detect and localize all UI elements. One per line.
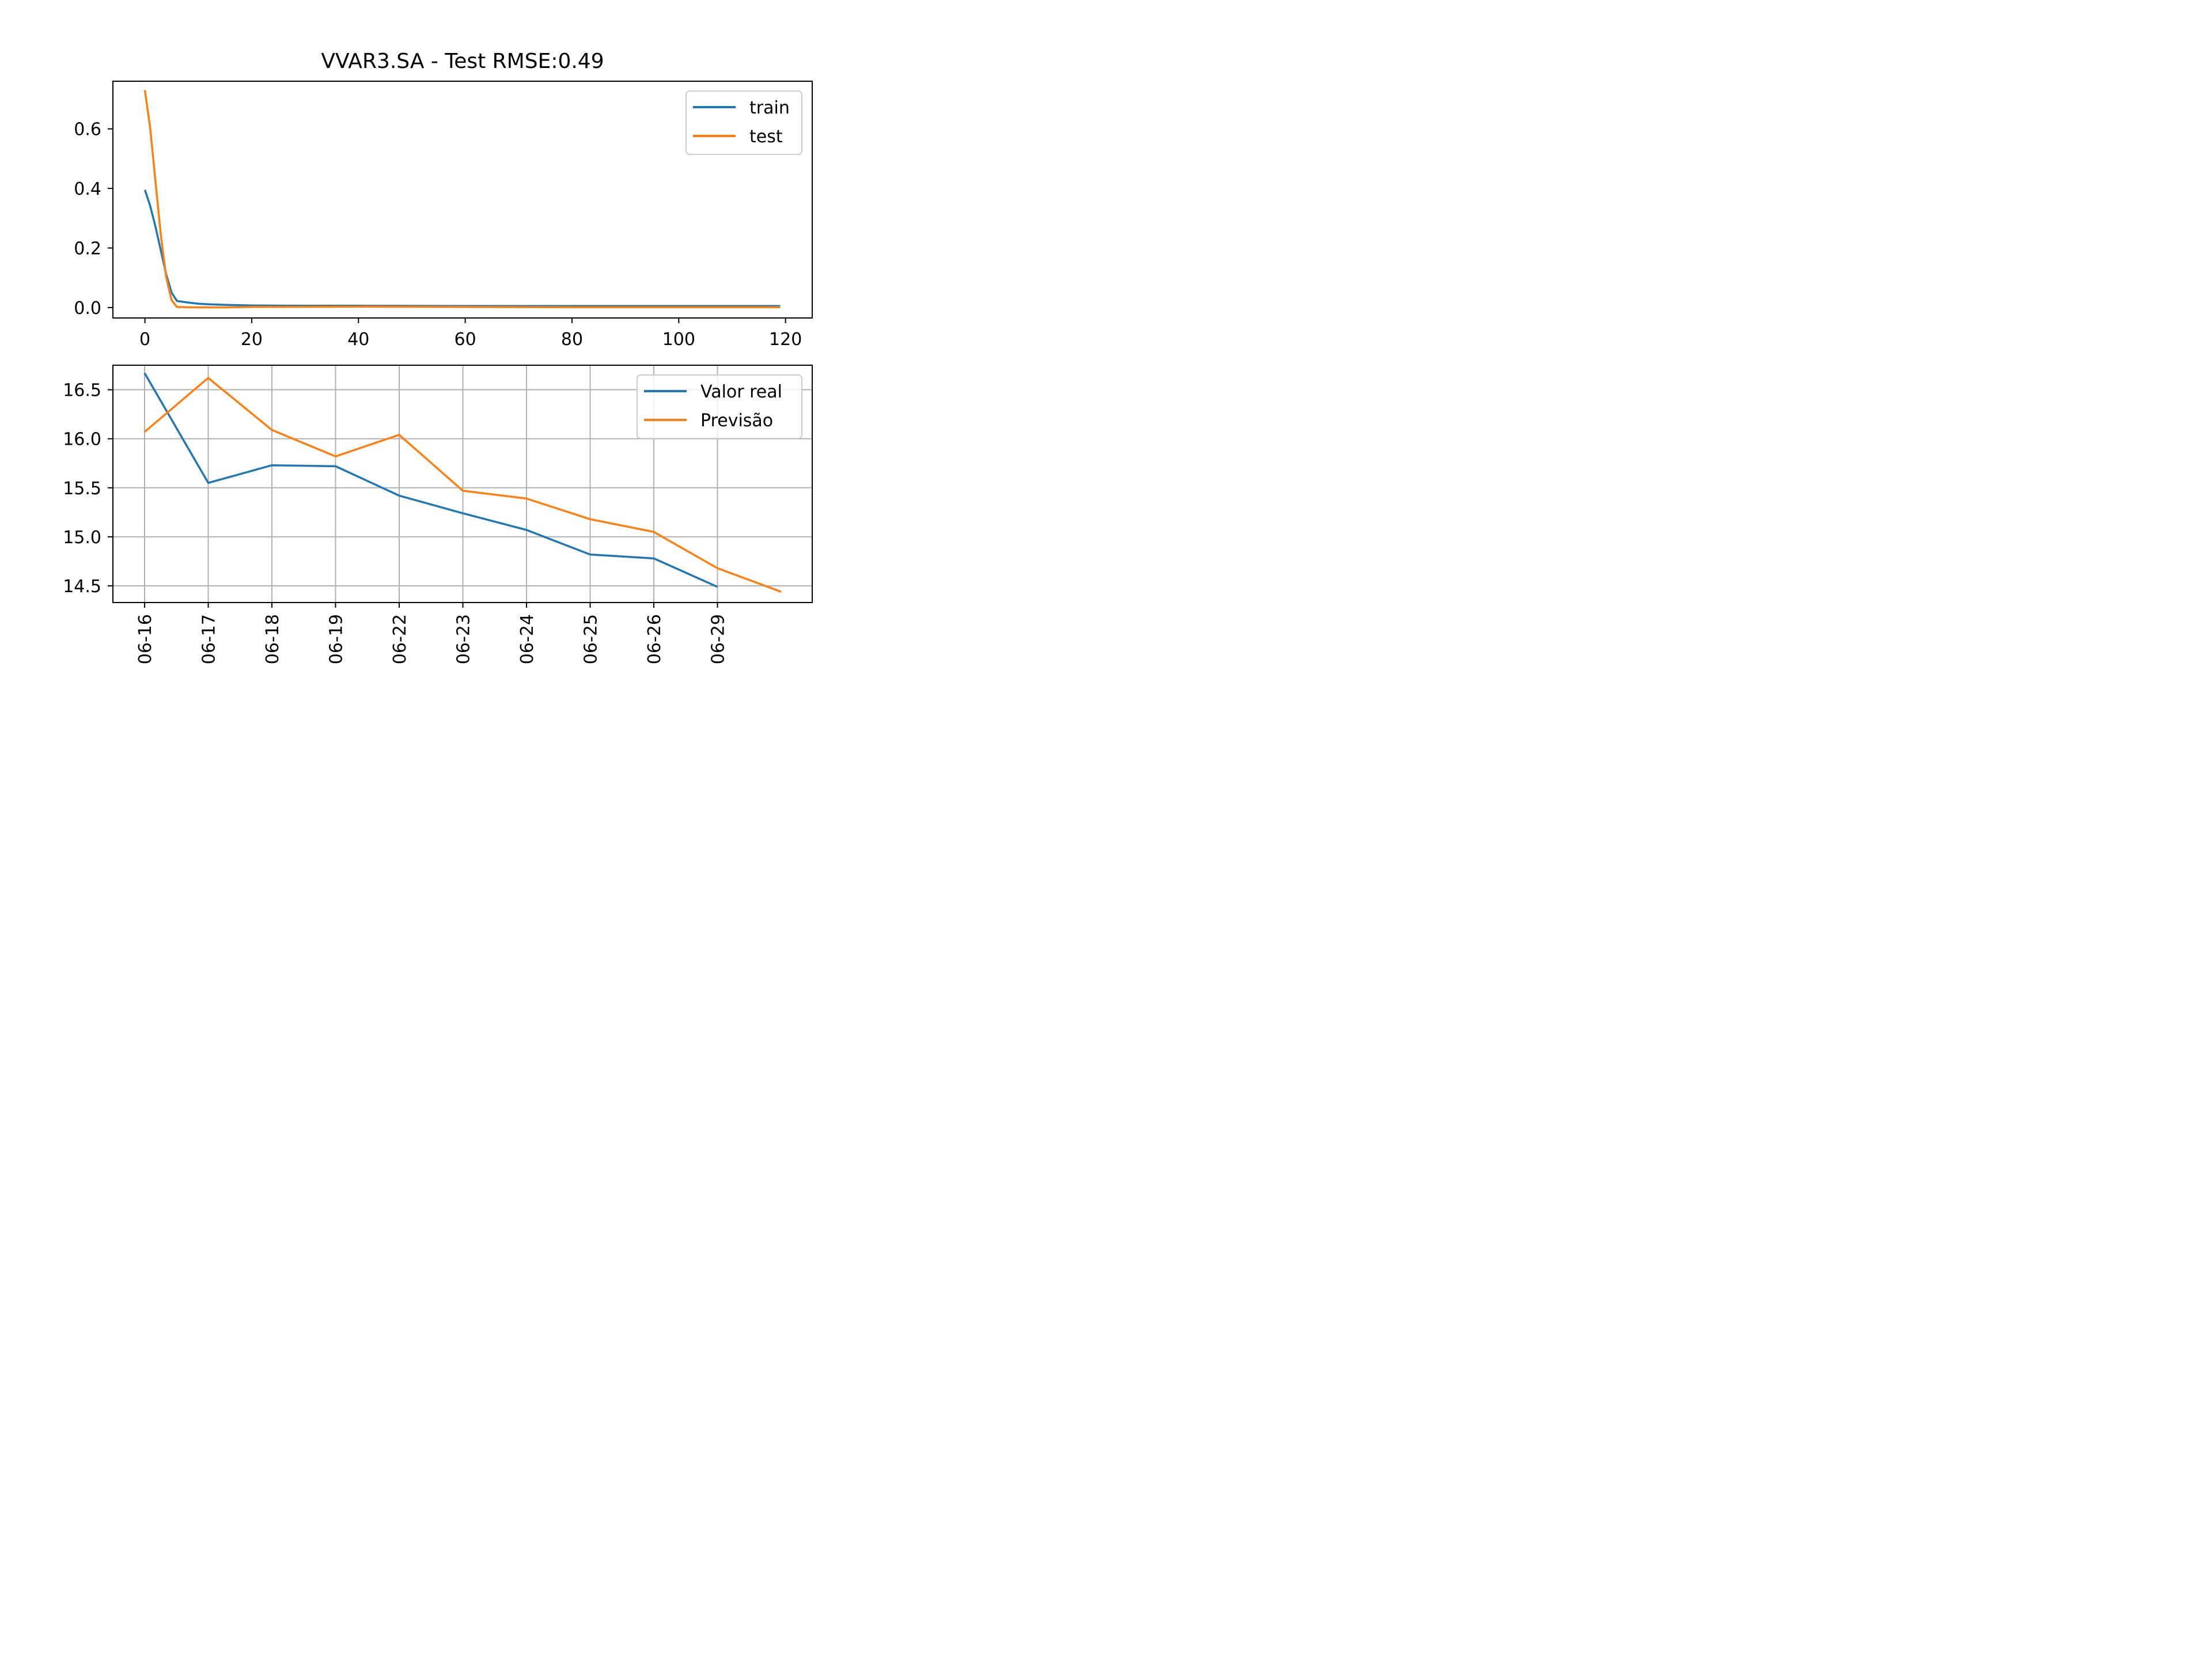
x-tick-label: 06-23	[454, 614, 474, 664]
x-tick-label: 80	[561, 329, 583, 350]
y-tick-label: 16.0	[63, 430, 101, 450]
legend-label: Previsão	[700, 411, 773, 431]
y-tick-label: 14.5	[63, 577, 101, 597]
x-tick-label: 0	[139, 329, 150, 350]
series-line-test	[143, 90, 781, 309]
chart-title: VVAR3.SA - Test RMSE:0.49	[321, 50, 604, 73]
x-tick-label: 40	[347, 329, 369, 350]
x-tick-label: 06-25	[581, 614, 601, 664]
x-tick-label: 60	[454, 329, 476, 350]
prediction-plot: 06-16 06-17 06-18 06-19 06-22 06-23 06-24 06-25…	[63, 365, 813, 664]
x-tick-label: 06-24	[517, 614, 537, 664]
legend-label-test: test	[749, 127, 783, 147]
x-tick-label: 06-17	[199, 614, 219, 664]
y-tick-label: 0.6	[74, 120, 101, 140]
axes-frame	[112, 81, 813, 319]
chart-figure: VVAR3.SA - Test RMSE:0.49 0 20 40 60 80 100 12…	[0, 0, 889, 667]
y-tick-label: 15.0	[63, 528, 101, 548]
legend-label: Valor real	[700, 382, 782, 402]
x-tick-label: 06-29	[709, 614, 729, 664]
x-tick-label: 06-18	[263, 614, 283, 664]
x-tick-label: 120	[769, 329, 802, 350]
loss-plot: 0 20 40 60 80 100 120 0.0 0.2 0.4 0.6 train test	[74, 81, 813, 350]
legend: Valor real Previsão	[637, 374, 802, 439]
x-tick-label: 06-19	[327, 614, 347, 664]
y-tick-label: 0.0	[74, 298, 101, 319]
legend-label-train: train	[749, 98, 790, 118]
x-tick-label: 06-22	[390, 614, 410, 664]
y-tick-label: 0.2	[74, 239, 101, 259]
series-line-valor-real	[143, 372, 718, 588]
y-tick-label: 16.5	[63, 381, 101, 401]
x-tick-label: 100	[662, 329, 695, 350]
x-tick-label: 06-16	[135, 614, 156, 664]
legend: train test	[685, 90, 802, 155]
y-tick-label: 0.4	[74, 179, 101, 199]
series-line-previsão	[143, 377, 782, 593]
y-tick-label: 15.5	[63, 479, 101, 499]
x-tick-label: 06-26	[645, 614, 665, 664]
x-tick-label: 20	[241, 329, 263, 350]
